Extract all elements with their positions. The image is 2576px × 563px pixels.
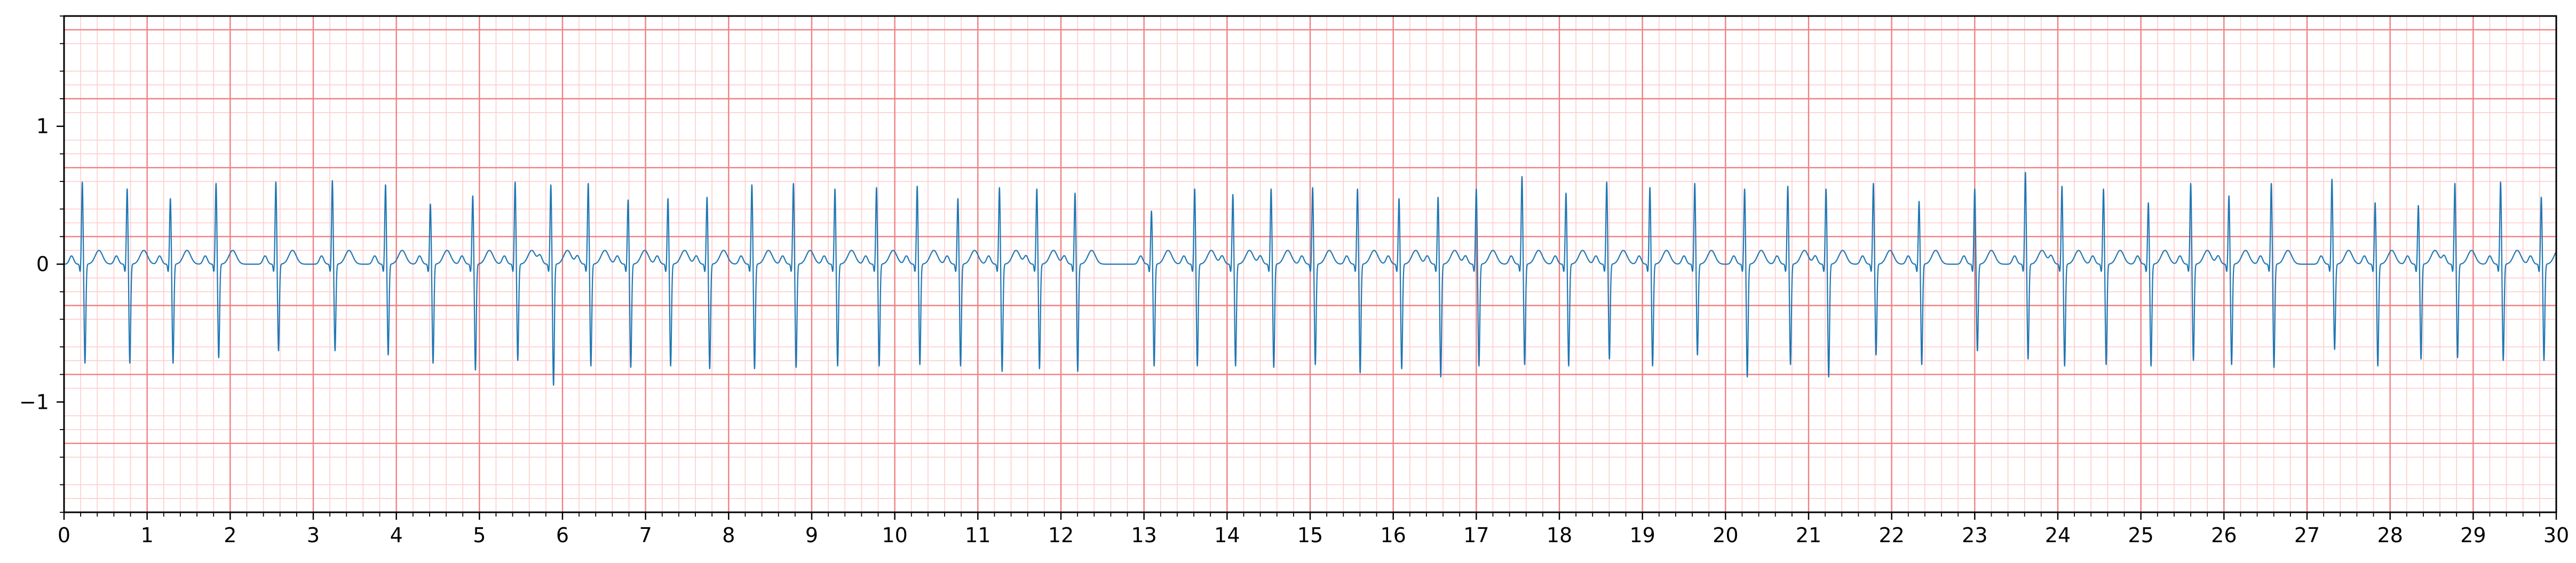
x-tick-label: 7: [639, 524, 652, 547]
x-tick-label: 0: [58, 524, 70, 547]
x-tick-label: 23: [1962, 524, 1987, 547]
x-tick-label: 12: [1048, 524, 1074, 547]
x-tick-label: 1: [141, 524, 154, 547]
x-tick-label: 30: [2543, 524, 2569, 547]
x-tick-label: 13: [1131, 524, 1156, 547]
x-tick-label: 28: [2377, 524, 2403, 547]
x-tick-label: 5: [473, 524, 486, 547]
x-tick-label: 21: [1796, 524, 1821, 547]
x-axis-tick-labels: 0 1 2 3 4 5 6 7 8 9 10 11 12 13 14 15 16 17 18 19 20 21 22 23 24…: [58, 524, 2569, 547]
y-tick-label: −1: [19, 390, 49, 414]
x-tick-label: 10: [882, 524, 907, 547]
x-tick-label: 11: [965, 524, 990, 547]
x-axis-ticks: [63, 512, 2557, 520]
x-tick-label: 27: [2294, 524, 2320, 547]
x-tick-label: 6: [556, 524, 569, 547]
x-tick-label: 3: [307, 524, 320, 547]
x-tick-label: 20: [1713, 524, 1738, 547]
x-tick-label: 8: [722, 524, 735, 547]
ecg-trace: [63, 172, 2557, 386]
y-axis-tick-labels: 1 0 −1: [19, 115, 49, 414]
x-tick-label: 29: [2460, 524, 2486, 547]
y-tick-label: 0: [36, 252, 49, 276]
y-axis-ticks: [57, 15, 64, 513]
x-tick-label: 19: [1629, 524, 1655, 547]
ecg-trace-layer: [63, 172, 2557, 386]
x-tick-label: 2: [224, 524, 236, 547]
x-tick-label: 14: [1214, 524, 1240, 547]
x-tick-label: 26: [2211, 524, 2237, 547]
x-tick-label: 25: [2128, 524, 2153, 547]
y-tick-label: 1: [36, 115, 49, 138]
x-tick-label: 16: [1380, 524, 1406, 547]
x-tick-label: 4: [390, 524, 403, 547]
x-tick-label: 9: [805, 524, 818, 547]
x-tick-label: 15: [1297, 524, 1323, 547]
x-tick-label: 17: [1463, 524, 1489, 547]
x-tick-label: 18: [1547, 524, 1572, 547]
x-tick-label: 24: [2045, 524, 2071, 547]
x-tick-label: 22: [1879, 524, 1904, 547]
